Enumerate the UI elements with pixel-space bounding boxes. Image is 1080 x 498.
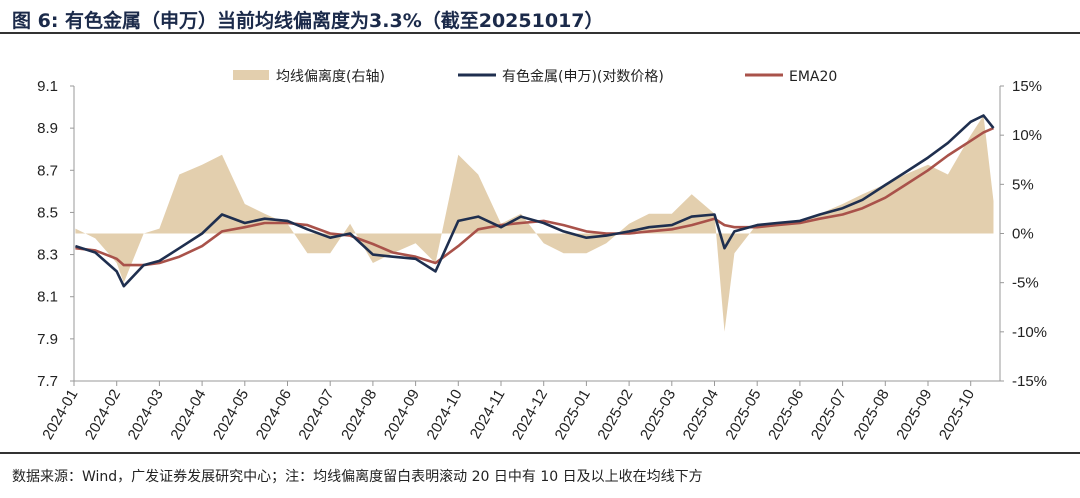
footer-divider <box>0 452 1080 454</box>
left-tick-label: 8.7 <box>37 162 58 179</box>
x-tick-label: 2025-10 <box>936 386 978 442</box>
x-tick-label: 2024-03 <box>125 387 167 443</box>
ema20-line <box>75 126 995 267</box>
left-tick-label: 7.9 <box>37 331 58 348</box>
left-tick-label: 8.9 <box>37 120 58 137</box>
x-tick-label: 2025-09 <box>893 387 935 443</box>
price-line <box>75 114 995 288</box>
x-tick-label: 2024-05 <box>210 387 252 443</box>
left-tick-label: 8.3 <box>37 247 58 264</box>
legend-label-price: 有色金属(申万)(对数价格) <box>502 68 664 85</box>
right-tick-label: 5% <box>1012 176 1034 193</box>
x-tick-label: 2024-12 <box>509 387 551 443</box>
x-tick-label: 2025-03 <box>637 387 679 443</box>
right-tick-label: -15% <box>1012 373 1047 390</box>
x-tick-label: 2025-07 <box>808 387 850 443</box>
x-tick-label: 2024-07 <box>295 387 337 443</box>
right-tick-label: 0% <box>1012 226 1034 243</box>
figure-title: 图 6: 有色金属（申万）当前均线偏离度为3.3%（截至20251017） <box>12 10 604 32</box>
right-tick-label: -5% <box>1012 275 1039 292</box>
x-tick-label: 2024-02 <box>82 387 124 443</box>
left-tick-label: 8.1 <box>37 289 58 306</box>
x-tick-label: 2024-04 <box>167 387 209 443</box>
x-tick-label: 2025-05 <box>722 387 764 443</box>
source-note: 数据来源：Wind，广发证券发展研究中心；注：均线偏离度留白表明滚动 20 日中… <box>12 469 703 485</box>
x-tick-label: 2024-11 <box>467 387 509 442</box>
x-tick-label: 2024-08 <box>338 387 380 443</box>
x-tick-label: 2025-06 <box>765 387 807 443</box>
x-tick-label: 2025-02 <box>594 387 636 443</box>
x-tick-label: 2025-04 <box>680 387 722 443</box>
legend-label-deviation: 均线偏离度(右轴) <box>276 68 385 85</box>
chart-svg: 7.7 7.9 8.1 8.3 8.5 8.7 8.9 9.1 -15% -10% -5% 0% 5% 1… <box>37 68 1047 443</box>
right-tick-label: -10% <box>1012 324 1047 341</box>
x-tick-label: 2024-06 <box>253 387 295 443</box>
right-tick-label: 15% <box>1012 78 1042 95</box>
left-tick-label: 8.5 <box>37 204 58 221</box>
legend-label-ema: EMA20 <box>789 69 837 85</box>
left-tick-label: 9.1 <box>37 78 58 95</box>
left-tick-label: 7.7 <box>37 373 58 390</box>
x-tick-label: 2024-09 <box>381 387 423 443</box>
right-tick-label: 10% <box>1012 127 1042 144</box>
legend-swatch-deviation <box>233 70 269 80</box>
x-tick-label: 2025-08 <box>851 387 893 443</box>
x-tick-label: 2024-10 <box>424 387 466 443</box>
x-tick-label: 2024-01 <box>39 387 81 443</box>
x-tick-label: 2025-01 <box>552 387 594 443</box>
title-divider <box>0 32 1080 34</box>
